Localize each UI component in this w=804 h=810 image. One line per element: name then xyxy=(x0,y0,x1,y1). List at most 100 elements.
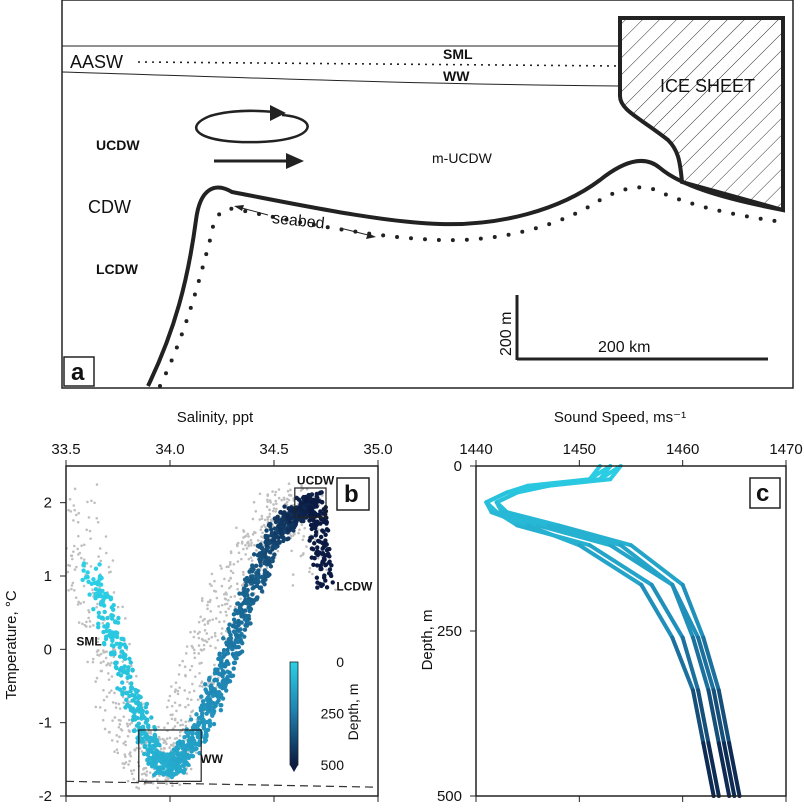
b-scatter-point xyxy=(275,530,280,535)
b-scatter-point xyxy=(87,592,92,597)
c-xtick-label: 1450 xyxy=(563,441,596,458)
c-profile-segment xyxy=(515,483,551,495)
b-scatter-point-bg xyxy=(274,499,278,503)
b-scatter-point-bg xyxy=(228,586,231,590)
b-scatter-point-bg xyxy=(251,517,255,521)
b-scatter-point-bg xyxy=(77,511,81,515)
b-scatter-point xyxy=(312,541,317,546)
b-scatter-point xyxy=(257,551,262,557)
b-scatter-point-bg xyxy=(280,498,284,502)
b-scatter-point xyxy=(309,499,314,505)
b-scatter-point xyxy=(204,732,209,737)
b-scatter-point-bg xyxy=(202,643,206,647)
b-scatter-point xyxy=(320,546,325,551)
b-scatter-point-bg xyxy=(96,653,99,657)
b-scatter-point-bg xyxy=(77,534,80,538)
b-scatter-point-bg xyxy=(210,572,214,576)
b-scatter-point-bg xyxy=(253,543,256,547)
b-scatter-point-bg xyxy=(145,770,149,773)
b-scatter-point-bg xyxy=(229,576,232,580)
b-scatter-point-bg xyxy=(173,737,177,740)
seabed-arrowhead-left xyxy=(234,205,244,211)
b-freezing-line xyxy=(65,780,379,788)
b-scatter-point xyxy=(101,640,107,646)
b-scatter-point-bg xyxy=(184,720,188,724)
b-scatter-point-bg xyxy=(249,543,253,547)
b-scatter-point-bg xyxy=(124,755,127,758)
b-scatter-point-bg xyxy=(91,657,95,661)
b-scatter-point-bg xyxy=(291,534,295,537)
b-scatter-point-bg xyxy=(76,520,80,524)
b-scatter-point-bg xyxy=(242,547,245,551)
b-scatter-point xyxy=(188,717,194,722)
b-scatter-point xyxy=(144,710,149,715)
b-scatter-point-bg xyxy=(80,556,83,560)
b-scatter-point-bg xyxy=(71,581,75,585)
b-scatter-point-bg xyxy=(111,701,115,704)
b-scatter-point-bg xyxy=(268,499,272,502)
b-scatter-point xyxy=(309,492,315,497)
b-scatter-point-bg xyxy=(128,759,131,763)
panel-b-letter-box xyxy=(336,477,370,511)
b-scatter-point xyxy=(100,616,106,621)
b-scatter-point-bg xyxy=(301,538,305,542)
b-scatter-point-bg xyxy=(97,555,100,558)
b-scatter-point xyxy=(107,632,112,638)
b-scatter-point xyxy=(261,579,266,585)
b-scatter-point xyxy=(297,513,302,518)
b-scatter-point-bg xyxy=(192,635,196,639)
b-scatter-point-bg xyxy=(67,563,70,567)
b-scatter-point-bg xyxy=(108,691,111,694)
b-scatter-point xyxy=(284,512,289,517)
b-scatter-point xyxy=(309,535,315,540)
b-scatter-point xyxy=(144,718,150,723)
b-scatter-point xyxy=(117,654,123,659)
b-scatter-point-bg xyxy=(113,691,116,695)
b-scatter-point xyxy=(93,586,99,592)
b-scatter-point-bg xyxy=(263,518,267,522)
b-scatter-point xyxy=(258,585,264,590)
b-scatter-point xyxy=(267,572,272,577)
b-scatter-point xyxy=(268,564,274,569)
b-scatter-point-bg xyxy=(282,496,286,500)
b-scatter-point xyxy=(301,494,306,500)
b-scatter-point xyxy=(225,647,230,653)
b-scatter-point-bg xyxy=(228,561,232,564)
b-scatter-point xyxy=(270,547,275,552)
panel-a-letter: a xyxy=(71,359,85,386)
b-scatter-point-bg xyxy=(124,743,127,747)
b-scatter-point-bg xyxy=(111,719,114,722)
b-scatter-point-bg xyxy=(220,627,224,630)
b-scatter-point xyxy=(248,621,253,626)
b-scatter-point-bg xyxy=(220,632,223,635)
b-scatter-point-bg xyxy=(99,559,103,563)
b-scatter-point-bg xyxy=(104,535,108,538)
b-scatter-point-bg xyxy=(123,617,127,620)
b-scatter-point xyxy=(240,641,245,646)
b-scatter-point-bg xyxy=(225,593,228,596)
b-scatter-point xyxy=(129,684,134,690)
panel-b-letter: b xyxy=(344,481,359,508)
b-scatter-point-bg xyxy=(112,591,116,594)
b-scatter-point xyxy=(323,538,328,543)
b-colorbar-tick-label: 0 xyxy=(336,654,344,670)
b-scatter-point xyxy=(292,524,297,530)
b-scatter-point xyxy=(298,503,303,508)
b-scatter-point-bg xyxy=(247,544,251,548)
b-scatter-point xyxy=(270,555,276,561)
b-scatter-point-bg xyxy=(196,698,200,701)
b-scatter-point xyxy=(233,620,238,625)
c-profile-segment xyxy=(484,490,509,505)
b-scatter-point-bg xyxy=(156,778,159,781)
b-scatter-point xyxy=(124,690,130,696)
b-scatter-point xyxy=(81,568,86,573)
b-scatter-point xyxy=(254,597,259,602)
b-scatter-point xyxy=(136,695,141,701)
b-scatter-point xyxy=(231,666,236,671)
b-scatter-point xyxy=(130,667,135,673)
b-scatter-point xyxy=(119,642,124,647)
b-scatter-point-bg xyxy=(115,748,119,751)
b-scatter-point xyxy=(125,675,130,681)
b-scatter-point xyxy=(231,612,237,617)
b-scatter-point xyxy=(236,618,241,624)
